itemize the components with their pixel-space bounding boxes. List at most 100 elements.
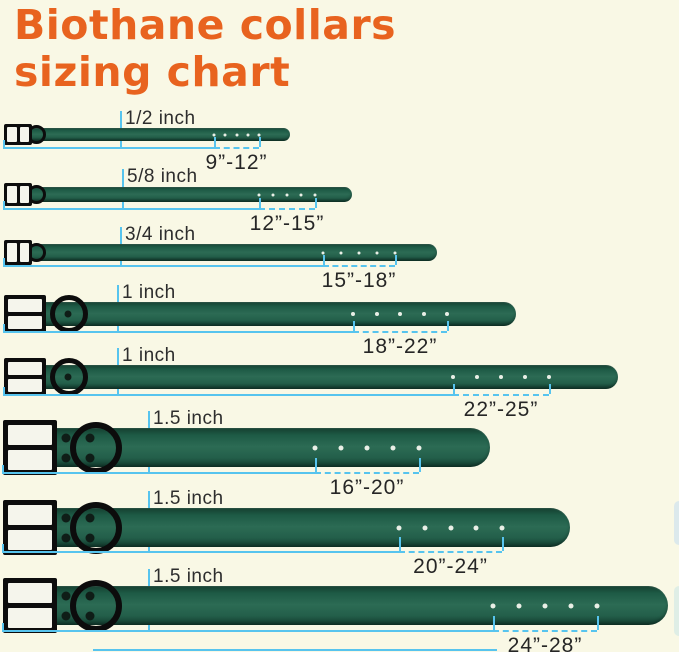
rivet-dot (64, 373, 72, 381)
rivet-dot (61, 453, 71, 462)
buckle-icon (3, 578, 57, 633)
d-ring-icon (27, 243, 46, 262)
collar-hole (594, 603, 600, 608)
collar-strap (6, 302, 516, 326)
collar-strap (6, 365, 618, 389)
collar-hole (396, 525, 402, 530)
width-tick-line (122, 169, 124, 210)
collar-hole (445, 312, 449, 316)
buckle-icon (3, 420, 57, 475)
measure-dashed-line (323, 265, 395, 267)
rivet-dot (61, 433, 71, 442)
rivet-dot (61, 591, 71, 600)
width-label: 3/4 inch (125, 224, 196, 245)
rivet-dot (64, 310, 72, 318)
measure-tick-start (259, 198, 261, 208)
rivet-dot (61, 533, 71, 542)
measure-tick-left (3, 201, 5, 208)
measure-tick-left (2, 465, 4, 472)
collar-hole (523, 375, 527, 379)
collar-hole (390, 445, 396, 450)
measure-tick-start (214, 137, 216, 147)
buckle-window (8, 316, 42, 329)
measure-tick-end (259, 137, 261, 147)
buckle-icon (4, 240, 32, 265)
measure-tick-start (493, 616, 495, 630)
length-range-label: 24”-28” (507, 634, 583, 652)
measure-tick-end (597, 616, 599, 630)
collar-strap (6, 187, 352, 202)
measure-line (2, 630, 493, 632)
measure-tick-start (315, 458, 317, 472)
collar-hole (339, 251, 343, 254)
length-range-label: 18”-22” (362, 335, 438, 358)
collar-hole (499, 375, 503, 379)
measure-tick-left (3, 387, 5, 394)
buckle-window (8, 505, 52, 525)
buckle-window (8, 299, 42, 312)
collar-hole (257, 193, 261, 196)
width-label: 1 inch (122, 345, 176, 366)
length-range-label: 15”-18” (321, 269, 397, 292)
d-ring-icon (70, 421, 122, 474)
collar-hole (299, 193, 303, 196)
rivet-dot (85, 433, 95, 442)
buckle-window (7, 243, 17, 262)
buckle-window (19, 127, 29, 142)
collar-hole (451, 375, 455, 379)
width-label: 1 inch (122, 282, 176, 303)
measure-tick-start (453, 384, 455, 394)
measure-dashed-line (493, 630, 597, 632)
measure-dashed-line (399, 551, 502, 553)
collar-hole (375, 251, 379, 254)
buckle-window (8, 530, 52, 550)
collar-hole (398, 312, 402, 316)
collar-strap (5, 428, 490, 467)
rivet-dot (61, 611, 71, 620)
buckle-window (8, 583, 52, 603)
buckle-window (8, 362, 42, 375)
measure-dashed-line (353, 331, 447, 333)
collar-hole (246, 133, 250, 136)
measure-tick-end (502, 537, 504, 551)
d-ring-icon (50, 358, 88, 396)
collar-hole (547, 375, 551, 379)
collar-hole (357, 251, 361, 254)
measure-tick-start (353, 321, 355, 331)
measure-dashed-line (315, 472, 419, 474)
measure-dashed-line (214, 147, 259, 149)
width-label: 1.5 inch (153, 488, 224, 509)
collar-hole (374, 312, 379, 316)
collar-hole (568, 603, 574, 608)
partial-bottom-line (93, 649, 497, 651)
page-title-line1: Biothane collars (14, 1, 397, 49)
collar-hole (421, 312, 426, 316)
measure-tick-end (549, 384, 551, 394)
d-ring-icon (50, 295, 88, 333)
buckle-window (8, 450, 52, 470)
collar-hole (422, 525, 428, 530)
collar-hole (516, 603, 522, 608)
collar-hole (490, 603, 496, 608)
buckle-window (7, 127, 17, 142)
measure-line (2, 472, 315, 474)
edge-cutoff-sliver (674, 501, 679, 545)
width-tick-line (148, 569, 150, 632)
rivet-dot (85, 533, 95, 542)
buckle-icon (4, 183, 32, 206)
measure-line (3, 394, 453, 396)
rivet-dot (85, 453, 95, 462)
page-title: Biothane collars sizing chart (14, 2, 396, 96)
rivet-dot (85, 611, 95, 620)
d-ring-icon (27, 185, 46, 204)
collar-hole (321, 251, 325, 254)
collar-hole (338, 445, 344, 450)
collar-hole (499, 525, 505, 530)
width-tick-line (148, 411, 150, 474)
d-ring-icon (27, 125, 46, 144)
